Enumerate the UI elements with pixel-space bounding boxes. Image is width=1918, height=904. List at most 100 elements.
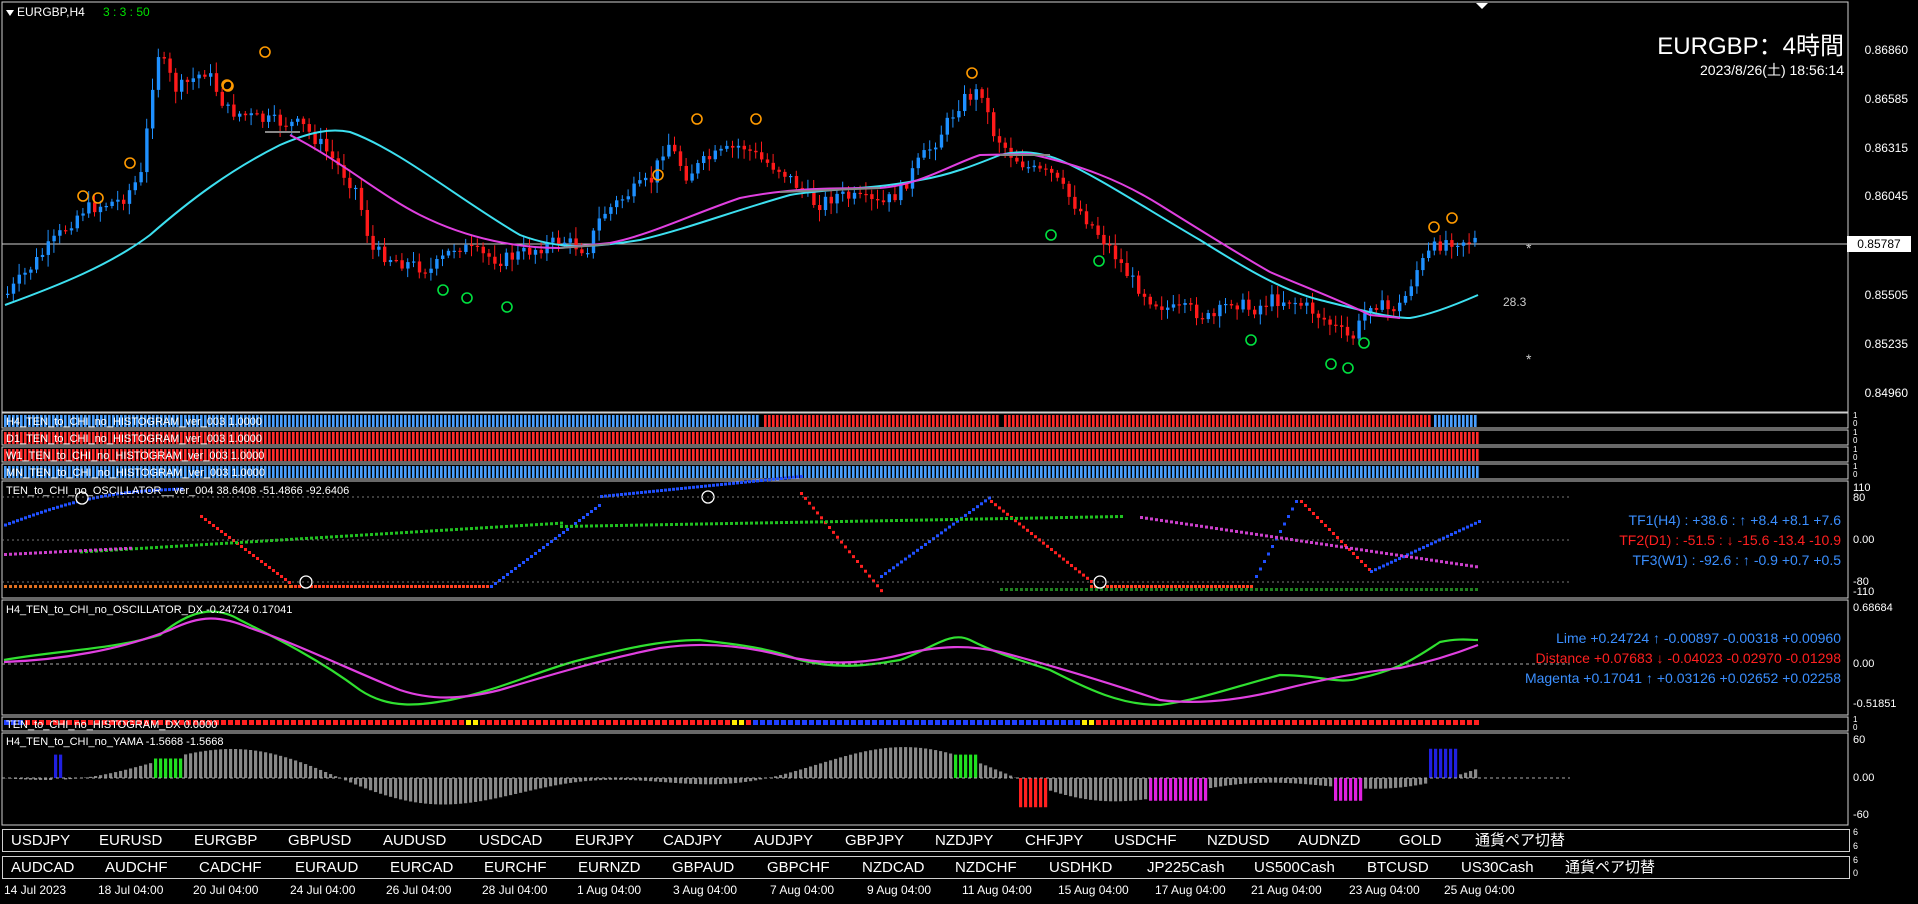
pair-button-gold[interactable]: GOLD <box>1399 832 1442 849</box>
oscillator-dot <box>199 585 202 588</box>
pair-button-audjpy[interactable]: AUDJPY <box>754 832 814 849</box>
pair-button-audnzd[interactable]: AUDNZD <box>1298 832 1361 849</box>
histogram-bar <box>580 432 583 444</box>
pair-button-cadjpy[interactable]: CADJPY <box>663 832 723 849</box>
oscillator-dot <box>1375 550 1378 554</box>
histogram-bar <box>464 415 467 427</box>
pair-button-usdcad[interactable]: USDCAD <box>479 832 543 849</box>
histogram-bar <box>1396 432 1399 444</box>
pair-button-eurnzd[interactable]: EURNZD <box>578 859 641 876</box>
osc-axis-label: 0.00 <box>1853 534 1875 546</box>
pair-button-euraud[interactable]: EURAUD <box>295 859 359 876</box>
histogram-bar <box>808 432 811 444</box>
histogram-bar <box>356 466 359 478</box>
pair-button-audusd[interactable]: AUDUSD <box>383 832 447 849</box>
candle-body <box>209 73 213 77</box>
yama-bar <box>1349 778 1353 801</box>
candle-body <box>725 145 729 149</box>
pair-button-cadchf[interactable]: CADCHF <box>199 859 262 876</box>
histogram-bar <box>748 432 751 444</box>
pair-button-usdjpy[interactable]: USDJPY <box>11 832 71 849</box>
histogram-dx-square <box>648 720 653 725</box>
oscillator-dot <box>1287 515 1290 518</box>
histogram-bar <box>44 432 47 444</box>
pair-button-us30cash[interactable]: US30Cash <box>1461 859 1534 876</box>
candle-body <box>35 257 39 270</box>
histogram-bar <box>1152 466 1155 478</box>
histogram-bar <box>480 466 483 478</box>
histogram-dx-square <box>991 720 996 725</box>
histogram-bar <box>1152 415 1155 427</box>
oscillator-dot <box>550 522 553 526</box>
yama-bar <box>1044 778 1048 808</box>
dropdown-icon[interactable] <box>6 9 14 16</box>
pair-button-eurchf[interactable]: EURCHF <box>484 859 547 876</box>
shift-marker-icon[interactable] <box>1476 3 1488 9</box>
histogram-bar <box>1096 415 1099 427</box>
histogram-bar <box>624 449 627 461</box>
pair-button-nzdjpy[interactable]: NZDJPY <box>935 832 994 849</box>
pair-button-switch[interactable]: 通貨ペア切替 <box>1565 859 1656 876</box>
pair-button-usdchf[interactable]: USDCHF <box>1114 832 1177 849</box>
histogram-bar <box>1288 415 1291 427</box>
pair-button-jp225cash[interactable]: JP225Cash <box>1147 859 1225 876</box>
oscillator-dot <box>1170 588 1173 591</box>
pair-button-eurusd[interactable]: EURUSD <box>99 832 163 849</box>
histogram-bar <box>396 466 399 478</box>
oscillator-dot <box>1075 515 1078 519</box>
histogram-bar <box>408 432 411 444</box>
oscillator-dot <box>450 585 453 588</box>
candle-body <box>731 145 735 148</box>
pair-button-audcad[interactable]: AUDCAD <box>11 859 75 876</box>
histogram-bar <box>640 449 643 461</box>
histogram-dx-square <box>1012 720 1017 725</box>
histogram-bar <box>72 432 75 444</box>
pair-button-audchf[interactable]: AUDCHF <box>105 859 168 876</box>
yama-bar <box>1004 773 1008 778</box>
histogram-bar <box>1212 415 1215 427</box>
pair-button-us500cash[interactable]: US500Cash <box>1254 859 1335 876</box>
histogram-bar <box>116 449 119 461</box>
pair-button-eurcad[interactable]: EURCAD <box>390 859 454 876</box>
pair-button-gbpchf[interactable]: GBPCHF <box>767 859 830 876</box>
pair-button-nzdusd[interactable]: NZDUSD <box>1207 832 1270 849</box>
histogram-bar <box>956 415 959 427</box>
histogram-bar <box>780 449 783 461</box>
histogram-bar <box>1312 449 1315 461</box>
pair-button-chfjpy[interactable]: CHFJPY <box>1025 832 1084 849</box>
oscillator-dot <box>812 506 815 510</box>
histogram-bar <box>828 466 831 478</box>
yama-bar <box>1204 778 1208 801</box>
pair-button-nzdcad[interactable]: NZDCAD <box>862 859 925 876</box>
candle-body <box>1415 270 1419 287</box>
histogram-bar <box>324 449 327 461</box>
pair-button-gbpjpy[interactable]: GBPJPY <box>845 832 905 849</box>
histogram-dx-square <box>417 720 422 725</box>
histogram-bar <box>1072 432 1075 444</box>
pair-button-gbpaud[interactable]: GBPAUD <box>672 859 735 876</box>
oscillator-dot <box>1390 588 1393 591</box>
histogram-bar <box>1476 466 1479 478</box>
pair-button-nzdchf[interactable]: NZDCHF <box>955 859 1017 876</box>
yama-bar <box>1259 778 1263 783</box>
yama-bar <box>724 778 728 784</box>
histogram-dx-square <box>956 720 961 725</box>
yama-bar <box>539 778 543 789</box>
histogram-dx-square <box>837 720 842 725</box>
pair-button-gbpusd[interactable]: GBPUSD <box>288 832 352 849</box>
candle-body <box>1131 275 1135 277</box>
yama-bar <box>1324 778 1328 786</box>
histogram-bar <box>436 415 439 427</box>
pair-button-row-1: USDJPY EURUSD EURGBP GBPUSD AUDUSD USDCAD EURJ… <box>2 829 1850 852</box>
pair-button-switch[interactable]: 通貨ペア切替 <box>1475 832 1566 849</box>
yama-bar <box>379 778 383 794</box>
histogram-bar <box>880 432 883 444</box>
oscillator-dot <box>39 585 42 588</box>
pair-button-eurjpy[interactable]: EURJPY <box>575 832 635 849</box>
pair-button-btcusd[interactable]: BTCUSD <box>1367 859 1429 876</box>
pair-button-usdhkd[interactable]: USDHKD <box>1049 859 1113 876</box>
histogram-bar <box>1352 449 1355 461</box>
pair-button-eurgbp[interactable]: EURGBP <box>194 832 258 849</box>
